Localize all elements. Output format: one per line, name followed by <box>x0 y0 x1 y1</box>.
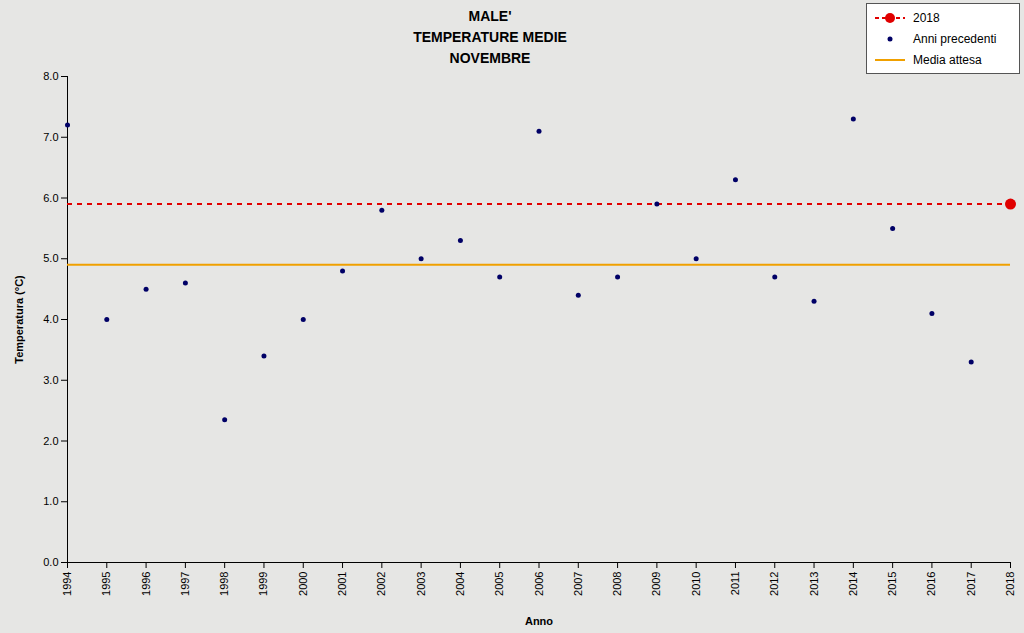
svg-text:2012: 2012 <box>768 572 780 596</box>
svg-text:2004: 2004 <box>454 572 466 596</box>
svg-text:2016: 2016 <box>925 572 937 596</box>
html-text:MALE': MALE' <box>468 8 512 24</box>
svg-text:0.0: 0.0 <box>43 556 58 568</box>
svg-text:2014: 2014 <box>847 572 859 596</box>
html-text:2018: 2018 <box>913 10 940 25</box>
svg-text:1995: 1995 <box>100 572 112 596</box>
svg-text:2013: 2013 <box>808 572 820 596</box>
svg-text:7.0: 7.0 <box>43 131 58 143</box>
svg-text:2000: 2000 <box>297 572 309 596</box>
svg-text:1998: 1998 <box>218 572 230 596</box>
svg-text:1.0: 1.0 <box>43 495 58 507</box>
html-text:NOVEMBRE: NOVEMBRE <box>449 50 531 66</box>
html-text:Anni precedenti: Anni precedenti <box>913 31 997 46</box>
svg-text:2002: 2002 <box>375 572 387 596</box>
svg-text:2003: 2003 <box>415 572 427 596</box>
html-text:Media attesa: Media attesa <box>913 52 982 67</box>
svg-text:2005: 2005 <box>493 572 505 596</box>
svg-text:2011: 2011 <box>729 572 741 596</box>
svg-text:2.0: 2.0 <box>43 435 58 447</box>
svg-text:1996: 1996 <box>140 572 152 596</box>
html-text:TEMPERATURE MEDIE: TEMPERATURE MEDIE <box>413 29 567 45</box>
svg-text:2009: 2009 <box>650 572 662 596</box>
svg-text:1997: 1997 <box>179 572 191 596</box>
svg-text:2007: 2007 <box>572 572 584 596</box>
svg-text:8.0: 8.0 <box>43 70 58 82</box>
svg-text:Temperatura (°C): Temperatura (°C) <box>13 275 25 364</box>
svg-text:2018: 2018 <box>1004 572 1016 596</box>
svg-text:5.0: 5.0 <box>43 252 58 264</box>
svg-text:2015: 2015 <box>886 572 898 596</box>
svg-text:4.0: 4.0 <box>43 313 58 325</box>
svg-text:3.0: 3.0 <box>43 374 58 386</box>
svg-text:2001: 2001 <box>336 572 348 596</box>
svg-text:6.0: 6.0 <box>43 192 58 204</box>
svg-text:Anno: Anno <box>525 615 553 627</box>
svg-text:1994: 1994 <box>61 572 73 596</box>
svg-text:1999: 1999 <box>257 572 269 596</box>
svg-text:2008: 2008 <box>611 572 623 596</box>
svg-text:2017: 2017 <box>965 572 977 596</box>
svg-text:2010: 2010 <box>690 572 702 596</box>
svg-text:2006: 2006 <box>533 572 545 596</box>
